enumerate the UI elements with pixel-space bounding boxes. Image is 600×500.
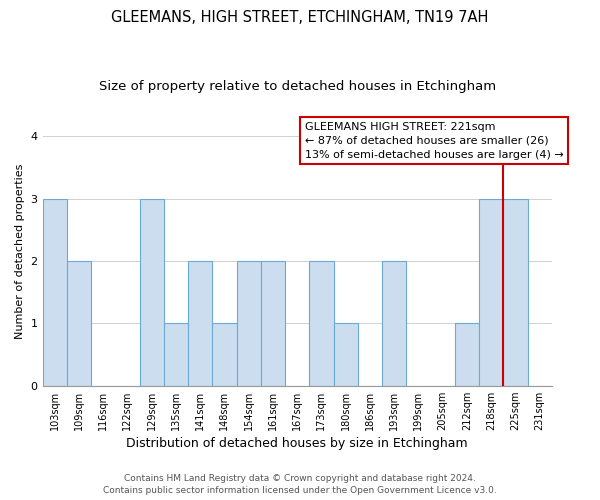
Text: GLEEMANS HIGH STREET: 221sqm
← 87% of detached houses are smaller (26)
13% of se: GLEEMANS HIGH STREET: 221sqm ← 87% of de… xyxy=(305,122,563,160)
Y-axis label: Number of detached properties: Number of detached properties xyxy=(15,164,25,340)
Bar xyxy=(309,261,334,386)
Bar xyxy=(67,261,91,386)
Bar xyxy=(164,324,188,386)
Bar xyxy=(43,199,67,386)
Text: Contains HM Land Registry data © Crown copyright and database right 2024.
Contai: Contains HM Land Registry data © Crown c… xyxy=(103,474,497,495)
Bar xyxy=(503,199,527,386)
Bar xyxy=(140,199,164,386)
Bar xyxy=(212,324,236,386)
Text: GLEEMANS, HIGH STREET, ETCHINGHAM, TN19 7AH: GLEEMANS, HIGH STREET, ETCHINGHAM, TN19 … xyxy=(112,10,488,25)
Bar xyxy=(236,261,261,386)
Bar xyxy=(455,324,479,386)
Bar xyxy=(188,261,212,386)
Bar xyxy=(382,261,406,386)
Bar xyxy=(261,261,285,386)
X-axis label: Distribution of detached houses by size in Etchingham: Distribution of detached houses by size … xyxy=(127,437,468,450)
Bar xyxy=(479,199,503,386)
Title: Size of property relative to detached houses in Etchingham: Size of property relative to detached ho… xyxy=(98,80,496,93)
Bar xyxy=(334,324,358,386)
